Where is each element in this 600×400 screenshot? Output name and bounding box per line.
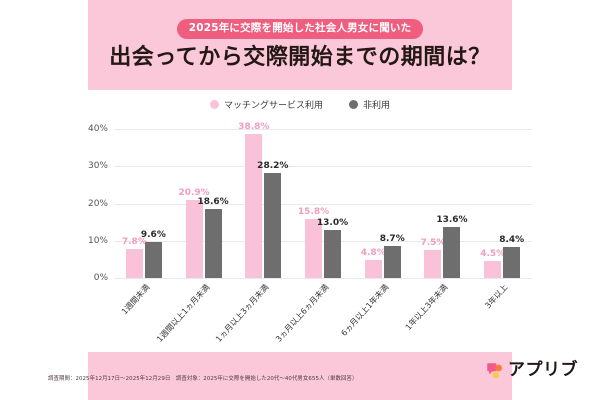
chart-x-axis-labels: 1週間未満 1週間以上1ヵ月未満 1ヵ月以上3ヵ月未満 3ヵ月以上6ヵ月未満 6ヵ月以上… (114, 280, 532, 350)
bar-non-use[interactable]: 13.0% (317, 218, 348, 278)
bar-non-use[interactable]: 28.2% (257, 161, 288, 278)
bar-matching[interactable]: 15.8% (298, 207, 329, 278)
gridline: 40% (88, 124, 532, 134)
gridline: 30% (88, 161, 532, 171)
bar-group: 7.8% 9.6% (114, 118, 174, 278)
survey-badge: 2025年に交際を開始した社会人男女に聞いた (176, 19, 424, 39)
y-axis-tick-label: 20% (87, 198, 108, 209)
bar-value-label: 13.6% (436, 215, 468, 226)
gridline: 10% (88, 236, 532, 246)
chart-gridlines: 0% 10% 20% 30% 40% (88, 118, 532, 283)
x-axis-label-cell: 3年以上 (472, 280, 532, 350)
bar-value-label: 9.6% (140, 230, 166, 241)
y-axis-tick-label: 0% (93, 273, 108, 283)
bar-matching[interactable]: 4.5% (480, 249, 505, 278)
gridline: 20% (88, 199, 532, 209)
legend-item-matching: マッチングサービス利用 (209, 98, 323, 111)
chart-bars: 7.8% 9.6% 20.9% 18.6% 38.8% 28.2% 15.8% 13.0% 4.… (114, 118, 532, 278)
bar-group: 4.5% 8.4% (472, 118, 532, 278)
bar-matching[interactable]: 7.5% (420, 238, 445, 278)
legend-label-non-use: 非利用 (363, 101, 391, 111)
bar-value-label: 15.8% (297, 207, 330, 218)
bar-value-label: 4.8% (360, 248, 386, 259)
bar-matching[interactable]: 7.8% (122, 237, 147, 278)
y-axis-tick-label: 40% (87, 124, 108, 135)
circle-dot-icon (349, 100, 358, 109)
appliv-logo-icon (486, 362, 503, 379)
bar-value-label: 8.4% (499, 234, 525, 245)
bar-non-use[interactable]: 8.7% (380, 234, 405, 278)
bar-non-use[interactable]: 8.4% (499, 235, 524, 278)
chart-card: マッチングサービス利用 非利用 0% 10% 20% 30% 40% 7.8% 9.6% 2… (56, 90, 544, 352)
bar-group: 20.9% 18.6% (174, 118, 234, 278)
brand-logo-text: アプリブ (508, 360, 578, 380)
bar-value-label: 38.8% (238, 121, 270, 132)
bar-matching[interactable]: 20.9% (178, 188, 210, 278)
chart-legend: マッチングサービス利用 非利用 (56, 98, 544, 111)
bar-value-label: 4.5% (480, 249, 506, 260)
page-title: 出会ってから交際開始までの期間は？ (109, 45, 491, 70)
bar-value-label: 18.6% (197, 196, 229, 207)
bar-value-label: 7.5% (420, 238, 446, 249)
circle-dot-icon (209, 100, 219, 109)
bar-matching[interactable]: 4.8% (361, 248, 386, 278)
bar-group: 38.8% 28.2% (233, 118, 293, 278)
bar-value-label: 28.2% (257, 161, 289, 172)
x-axis-tick-label: 3年以上 (483, 282, 510, 311)
chart-plot-area: 0% 10% 20% 30% 40% 7.8% 9.6% 20.9% 18.6% 38.8% 28… (88, 118, 532, 283)
bar-group: 15.8% 13.0% (293, 118, 353, 278)
badge-container: 2025年に交際を開始した社会人男女に聞いた (0, 16, 600, 39)
x-axis-label-cell: 6ヵ月以上1年未満 (339, 280, 413, 350)
y-axis-tick-label: 10% (87, 235, 108, 246)
x-axis-label-cell: 1年以上3年未満 (404, 280, 473, 350)
bar-non-use[interactable]: 9.6% (141, 230, 166, 278)
bar-group: 4.8% 8.7% (353, 118, 413, 278)
brand-logo[interactable]: アプリブ (486, 362, 578, 379)
legend-label-matching: マッチングサービス利用 (223, 101, 323, 111)
bar-value-label: 20.9% (178, 188, 210, 199)
x-axis-label-cell: 3ヵ月以上6ヵ月未満 (274, 280, 353, 350)
bar-matching[interactable]: 38.8% (238, 122, 269, 278)
y-axis-tick-label: 30% (87, 161, 108, 172)
bar-non-use[interactable]: 18.6% (197, 197, 229, 278)
gridline: 0% (94, 273, 532, 283)
survey-footnote: 調査期間：2025年12月17日〜2025年12月29日 調査対象：2025年に… (48, 376, 358, 382)
bar-non-use[interactable]: 13.6% (436, 215, 468, 278)
bar-value-label: 8.7% (379, 233, 405, 244)
legend-item-non-use: 非利用 (349, 98, 390, 111)
bar-group: 7.5% 13.6% (413, 118, 473, 278)
bar-value-label: 7.8% (121, 236, 147, 247)
bar-value-label: 13.0% (316, 217, 349, 228)
x-axis-tick-label: 1週間未満 (119, 282, 152, 317)
